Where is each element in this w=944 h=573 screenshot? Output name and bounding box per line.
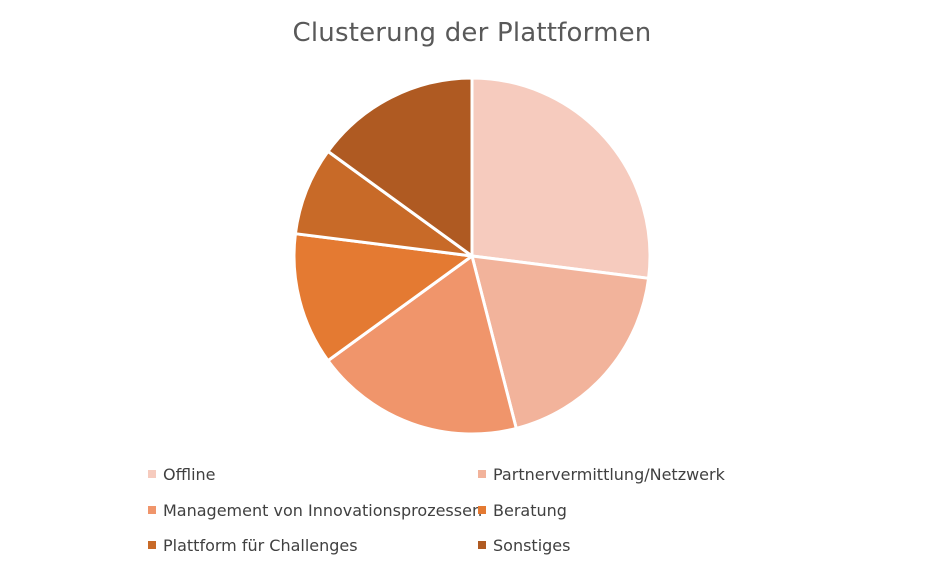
legend-item: Plattform für Challenges: [148, 533, 358, 557]
legend-swatch: [148, 470, 156, 478]
pie-slice-5: [293, 149, 474, 258]
legend-item: Partnervermittlung/Netzwerk: [478, 462, 725, 486]
pie-slice-3: [326, 254, 518, 436]
legend-label: Offline: [163, 464, 216, 484]
legend-item: Beratung: [478, 498, 567, 522]
legend-swatch: [478, 541, 486, 549]
legend-swatch: [148, 541, 156, 549]
legend-label: Partnervermittlung/Netzwerk: [493, 464, 725, 484]
legend-label: Sonstiges: [493, 535, 571, 555]
chart-title: Clusterung der Plattformen: [292, 18, 652, 48]
legend-item: Management von Innovationsprozessen: [148, 498, 482, 522]
legend-swatch: [478, 506, 486, 514]
pie-slice-1: [470, 76, 652, 280]
pie-slice-4: [292, 232, 474, 363]
legend-label: Management von Innovationsprozessen: [163, 500, 483, 520]
legend-swatch: [478, 470, 486, 478]
pie-slice-6: [326, 76, 474, 258]
legend-label: Beratung: [493, 500, 567, 520]
pie-slice-2: [470, 254, 651, 430]
legend-label: Plattform für Challenges: [163, 535, 358, 555]
legend-swatch: [148, 506, 156, 514]
legend-item: Sonstiges: [478, 533, 570, 557]
legend-item: Offline: [148, 462, 216, 486]
